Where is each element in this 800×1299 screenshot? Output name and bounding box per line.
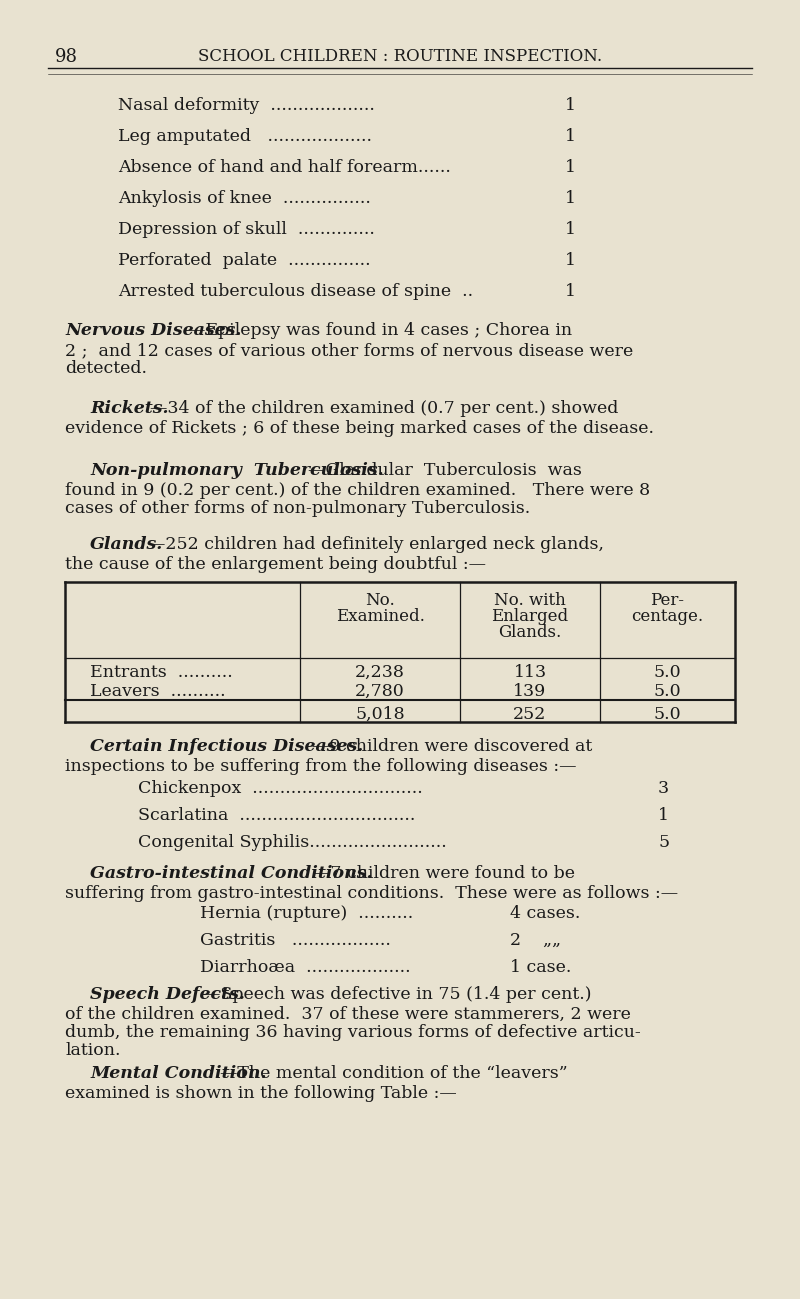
Text: 1: 1 [565,129,576,145]
Text: Chickenpox  ...............................: Chickenpox .............................… [138,779,422,798]
Text: Glands.: Glands. [498,624,562,640]
Text: No. with: No. with [494,592,566,609]
Text: of the children examined.  37 of these were stammerers, 2 were: of the children examined. 37 of these we… [65,1005,631,1024]
Text: Certain Infectious Diseases.: Certain Infectious Diseases. [90,738,363,755]
Text: dumb, the remaining 36 having various forms of defective articu-: dumb, the remaining 36 having various fo… [65,1024,641,1040]
Text: 5.0: 5.0 [653,705,681,724]
Text: Nervous Diseases.: Nervous Diseases. [65,322,242,339]
Text: No.: No. [365,592,395,609]
Text: lation.: lation. [65,1042,121,1059]
Text: the cause of the enlargement being doubtful :—: the cause of the enlargement being doubt… [65,556,486,573]
Text: Scarlatina  ................................: Scarlatina .............................… [138,807,415,824]
Text: 4 cases.: 4 cases. [510,905,580,922]
Text: 1: 1 [565,221,576,238]
Text: Diarrhoæa  ...................: Diarrhoæa ................... [200,959,410,976]
Text: Leavers  ..........: Leavers .......... [90,683,226,700]
Text: —7 children were found to be: —7 children were found to be [313,865,575,882]
Text: —Epilepsy was found in 4 cases ; Chorea in: —Epilepsy was found in 4 cases ; Chorea … [188,322,572,339]
Text: found in 9 (0.2 per cent.) of the children examined.   There were 8: found in 9 (0.2 per cent.) of the childr… [65,482,650,499]
Text: —Speech was defective in 75 (1.4 per cent.): —Speech was defective in 75 (1.4 per cen… [203,986,591,1003]
Text: Absence of hand and half forearm......: Absence of hand and half forearm...... [118,158,451,175]
Text: Perforated  palate  ...............: Perforated palate ............... [118,252,370,269]
Text: Entrants  ..........: Entrants .......... [90,664,233,681]
Text: Leg amputated   ...................: Leg amputated ................... [118,129,372,145]
Text: suffering from gastro-intestinal conditions.  These were as follows :—: suffering from gastro-intestinal conditi… [65,885,678,902]
Text: Per-: Per- [650,592,684,609]
Text: 2,238: 2,238 [355,664,405,681]
Text: SCHOOL CHILDREN : ROUTINE INSPECTION.: SCHOOL CHILDREN : ROUTINE INSPECTION. [198,48,602,65]
Text: Mental Condition.: Mental Condition. [90,1065,266,1082]
Text: Glands.: Glands. [90,536,163,553]
Text: detected.: detected. [65,360,147,377]
Text: Congenital Syphilis.........................: Congenital Syphilis.....................… [138,834,446,851]
Text: —252 children had definitely enlarged neck glands,: —252 children had definitely enlarged ne… [148,536,604,553]
Text: Nasal deformity  ...................: Nasal deformity ................... [118,97,375,114]
Text: 1: 1 [658,807,669,824]
Text: Depression of skull  ..............: Depression of skull .............. [118,221,375,238]
Text: 2,780: 2,780 [355,683,405,700]
Text: 113: 113 [514,664,546,681]
Text: inspections to be suffering from the following diseases :—: inspections to be suffering from the fol… [65,759,577,776]
Text: 252: 252 [514,705,546,724]
Text: —The mental condition of the “leavers”: —The mental condition of the “leavers” [220,1065,568,1082]
Text: Hernia (rupture)  ..........: Hernia (rupture) .......... [200,905,414,922]
Text: 98: 98 [55,48,78,66]
Text: Ankylosis of knee  ................: Ankylosis of knee ................ [118,190,371,207]
Text: centage.: centage. [631,608,703,625]
Text: 5: 5 [658,834,669,851]
Text: Non-pulmonary  Tuberculosis.: Non-pulmonary Tuberculosis. [90,462,384,479]
Text: 2    „„: 2 „„ [510,931,561,950]
Text: Gastro-intestinal Conditions.: Gastro-intestinal Conditions. [90,865,373,882]
Text: 139: 139 [514,683,546,700]
Text: 3: 3 [658,779,669,798]
Text: evidence of Rickets ; 6 of these being marked cases of the disease.: evidence of Rickets ; 6 of these being m… [65,420,654,436]
Text: examined is shown in the following Table :—: examined is shown in the following Table… [65,1085,457,1102]
Text: Arrested tuberculous disease of spine  ..: Arrested tuberculous disease of spine .. [118,283,473,300]
Text: 1: 1 [565,97,576,114]
Text: 5.0: 5.0 [653,664,681,681]
Text: 1 case.: 1 case. [510,959,571,976]
Text: Speech Defects.: Speech Defects. [90,986,245,1003]
Text: —34 of the children examined (0.7 per cent.) showed: —34 of the children examined (0.7 per ce… [150,400,618,417]
Text: Examined.: Examined. [335,608,425,625]
Text: —Glandular  Tuberculosis  was: —Glandular Tuberculosis was [308,462,582,479]
Text: 5.0: 5.0 [653,683,681,700]
Text: 1: 1 [565,283,576,300]
Text: cases of other forms of non-pulmonary Tuberculosis.: cases of other forms of non-pulmonary Tu… [65,500,530,517]
Text: Rickets.: Rickets. [90,400,169,417]
Text: 2 ;  and 12 cases of various other forms of nervous disease were: 2 ; and 12 cases of various other forms … [65,342,634,359]
Text: Enlarged: Enlarged [491,608,569,625]
Text: 1: 1 [565,252,576,269]
Text: —9 children were discovered at: —9 children were discovered at [312,738,592,755]
Text: 5,018: 5,018 [355,705,405,724]
Text: 1: 1 [565,158,576,175]
Text: Gastritis   ..................: Gastritis .................. [200,931,391,950]
Text: 1: 1 [565,190,576,207]
